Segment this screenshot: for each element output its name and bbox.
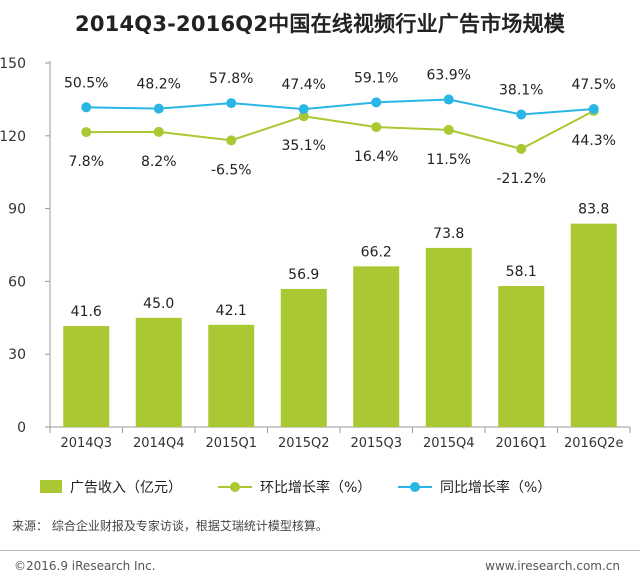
footer-divider (0, 550, 640, 551)
bar (208, 324, 255, 427)
series-point (371, 122, 382, 133)
x-tick-label: 2016Q1 (495, 436, 547, 451)
y-tick-label: 60 (8, 274, 26, 290)
y-tick-label: 90 (8, 202, 26, 218)
x-tick-label: 2015Q1 (205, 436, 257, 451)
x-tick-label: 2016Q2e (564, 436, 624, 451)
x-tick-label: 2015Q4 (423, 436, 475, 451)
x-tick-label: 2015Q2 (278, 436, 330, 451)
y-tick-label: 0 (17, 420, 26, 436)
source-note: 来源： 综合企业财报及专家访谈，根据艾瑞统计模型核算。 (12, 519, 328, 533)
series-point (153, 103, 164, 114)
legend-line-marker (410, 482, 420, 492)
bar-value-label: 66.2 (361, 244, 392, 260)
bar-value-label: 42.1 (216, 303, 247, 319)
bar (425, 247, 472, 427)
x-tick-label: 2014Q3 (60, 436, 112, 451)
bar (280, 288, 327, 427)
series-point (371, 97, 382, 108)
line-value-label: 47.4% (282, 77, 326, 93)
bar (135, 317, 182, 427)
series-point (153, 126, 164, 137)
copyright-text: ©2016.9 iResearch Inc. (14, 559, 156, 573)
bar-value-label: 56.9 (288, 267, 319, 283)
series-point (226, 135, 237, 146)
legend-bar-swatch (40, 480, 62, 493)
bar (570, 223, 617, 427)
series-point (226, 98, 237, 109)
legend-bar-label: 广告收入（亿元） (70, 480, 182, 496)
series-point (516, 143, 527, 154)
series-line (86, 98, 594, 116)
bar-value-label: 45.0 (143, 296, 174, 312)
y-tick-label: 120 (0, 129, 26, 145)
line-value-label: 50.5% (64, 75, 108, 91)
line-value-label: 48.2% (137, 77, 181, 93)
x-tick-label: 2015Q3 (350, 436, 402, 451)
bar (353, 266, 400, 427)
bar-value-label: 83.8 (578, 202, 609, 218)
chart-plot: 0 30 60 90 120 150 2014Q3 2014Q4 2015Q1 2015Q2 201… (0, 56, 631, 496)
line-value-label: 7.8% (68, 154, 104, 170)
series-line (86, 110, 595, 150)
bar-value-label: 73.8 (433, 226, 464, 242)
bar (498, 286, 545, 427)
legend-line-marker (230, 482, 240, 492)
y-tick-label: 30 (8, 347, 26, 363)
series-point (81, 102, 92, 113)
series-point (516, 109, 527, 120)
chart-title: 2014Q3-2016Q2中国在线视频行业广告市场规模 (75, 12, 565, 36)
series-point (298, 111, 309, 122)
line-value-label: 16.4% (354, 149, 398, 165)
y-tick-label: 150 (0, 56, 26, 72)
website-text: www.iresearch.com.cn (485, 559, 620, 573)
series-point (443, 124, 454, 135)
line-value-label: 11.5% (427, 152, 471, 168)
series-point (298, 104, 309, 115)
line-value-label: 8.2% (141, 154, 177, 170)
line-value-label: 38.1% (499, 83, 543, 99)
line-value-label: 44.3% (572, 133, 616, 149)
bar (63, 326, 110, 427)
line-value-label: 35.1% (282, 138, 326, 154)
line-value-label: 57.8% (209, 71, 253, 87)
bar-value-label: 41.6 (71, 304, 102, 320)
bar-value-label: 58.1 (506, 264, 537, 280)
legend-line-label: 环比增长率（%） (260, 479, 371, 496)
line-value-label: 59.1% (354, 70, 398, 86)
line-value-label: 47.5% (572, 77, 616, 93)
series-point (443, 94, 454, 105)
series-point (588, 104, 599, 115)
legend-line-label: 同比增长率（%） (440, 479, 551, 496)
line-value-label: 63.9% (427, 68, 471, 84)
line-value-label: -21.2% (496, 171, 546, 187)
line-value-label: -6.5% (211, 162, 252, 178)
series-point (81, 127, 92, 138)
x-tick-label: 2014Q4 (133, 436, 185, 451)
